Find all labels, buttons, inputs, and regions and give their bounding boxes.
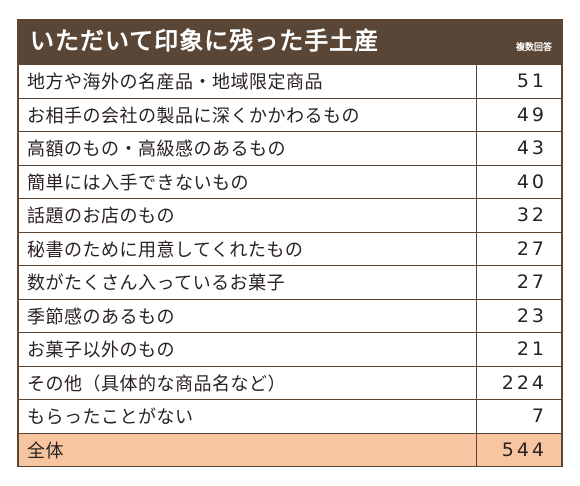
table-row: 高額のもの・高級感のあるもの 43 bbox=[19, 131, 561, 165]
row-label: その他（具体的な商品名など） bbox=[27, 373, 286, 395]
column-divider bbox=[476, 333, 477, 366]
row-label: 地方や海外の名産品・地域限定商品 bbox=[27, 72, 323, 94]
column-divider bbox=[476, 299, 477, 332]
row-value: 27 bbox=[516, 271, 547, 294]
column-divider bbox=[476, 98, 477, 131]
row-label: 話題のお店のもの bbox=[27, 206, 175, 228]
row-value: 224 bbox=[501, 371, 547, 394]
table-title: いただいて印象に残った手土産 bbox=[30, 27, 380, 55]
row-label: 高額のもの・高級感のあるもの bbox=[27, 139, 286, 161]
column-divider bbox=[476, 433, 477, 466]
table-header: いただいて印象に残った手土産 複数回答 bbox=[19, 21, 561, 64]
table-row: 秘書のために用意してくれたもの 27 bbox=[19, 231, 561, 265]
row-value: 7 bbox=[531, 405, 547, 428]
column-divider bbox=[476, 65, 477, 98]
row-value: 23 bbox=[516, 304, 547, 327]
column-divider bbox=[476, 266, 477, 299]
table-row: お菓子以外のもの 21 bbox=[19, 332, 561, 366]
column-divider bbox=[476, 132, 477, 165]
table-row: その他（具体的な商品名など） 224 bbox=[19, 365, 561, 399]
row-value: 43 bbox=[516, 137, 547, 160]
table-row: もらったことがない 7 bbox=[19, 399, 561, 433]
row-value: 32 bbox=[516, 204, 547, 227]
row-value: 27 bbox=[516, 237, 547, 260]
row-label: お相手の会社の製品に深くかかわるもの bbox=[27, 105, 360, 127]
table-row: 地方や海外の名産品・地域限定商品 51 bbox=[19, 64, 561, 98]
column-divider bbox=[476, 366, 477, 399]
row-label: もらったことがない bbox=[27, 407, 194, 429]
table-row: 季節感のあるもの 23 bbox=[19, 298, 561, 332]
row-value: 51 bbox=[516, 70, 547, 93]
column-divider bbox=[476, 165, 477, 198]
row-label: 季節感のあるもの bbox=[27, 306, 175, 328]
table-row: 簡単には入手できないもの 40 bbox=[19, 164, 561, 198]
table-row: 話題のお店のもの 32 bbox=[19, 198, 561, 232]
total-row: 全体 544 bbox=[19, 432, 561, 466]
table-body: 地方や海外の名産品・地域限定商品 51 お相手の会社の製品に深くかかわるもの 49 高額… bbox=[19, 64, 561, 466]
column-divider bbox=[476, 199, 477, 232]
row-label: 秘書のために用意してくれたもの bbox=[27, 239, 304, 261]
column-divider bbox=[476, 232, 477, 265]
total-value: 544 bbox=[501, 438, 547, 461]
row-value: 49 bbox=[516, 103, 547, 126]
table-row: 数がたくさん入っているお菓子 27 bbox=[19, 265, 561, 299]
table-row: お相手の会社の製品に深くかかわるもの 49 bbox=[19, 97, 561, 131]
row-label: お菓子以外のもの bbox=[27, 340, 175, 362]
row-value: 40 bbox=[516, 170, 547, 193]
column-divider bbox=[476, 400, 477, 433]
total-label: 全体 bbox=[27, 440, 64, 462]
row-value: 21 bbox=[516, 338, 547, 361]
row-label: 数がたくさん入っているお菓子 bbox=[27, 273, 286, 295]
multiple-answer-note: 複数回答 bbox=[515, 43, 552, 53]
survey-table: いただいて印象に残った手土産 複数回答 地方や海外の名産品・地域限定商品 51 お相… bbox=[17, 19, 563, 467]
row-label: 簡単には入手できないもの bbox=[27, 172, 249, 194]
